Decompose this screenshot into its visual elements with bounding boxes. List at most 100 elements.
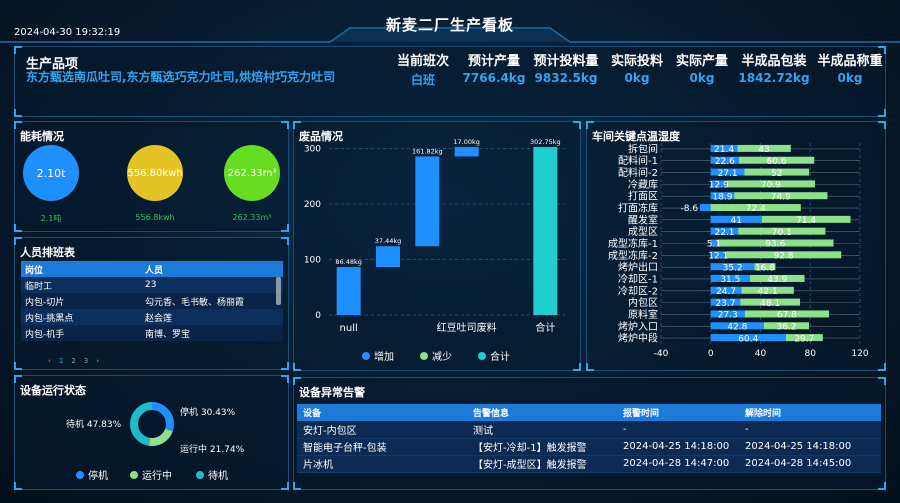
temperature-label: 12.9	[709, 181, 729, 191]
table-cell: 2024-04-25 14:18:00	[739, 438, 881, 456]
x-tick-label: null	[340, 323, 358, 334]
humidity-bar	[726, 180, 815, 188]
next-page-button[interactable]: ›	[96, 357, 100, 365]
legend-standby[interactable]: 待机	[196, 467, 228, 482]
temperature-bar	[710, 192, 735, 200]
kpi-value: 0kg	[689, 71, 715, 85]
humidity-label: 71.4	[796, 216, 816, 226]
temperature-label: 18.9	[712, 192, 732, 202]
page-title: 新麦二厂生产看板	[385, 16, 514, 34]
legend-running[interactable]: 运行中	[130, 467, 172, 482]
legend-stopped[interactable]: 停机	[76, 467, 108, 482]
temperature-bar	[710, 156, 739, 164]
temperature-label: 22.6	[715, 157, 735, 167]
kpi-label: 实际产量	[675, 54, 728, 69]
x-tick-label: 80	[805, 349, 817, 359]
kpi-shift: 当前班次 白班	[392, 50, 454, 88]
table-cell: 安灯-内包区	[297, 421, 467, 439]
temp-title: 车间关键点温湿度	[592, 130, 680, 143]
humidity-bar	[737, 144, 791, 152]
temperature-label: 5.1	[707, 240, 721, 250]
table-cell: 内包-机手	[21, 325, 141, 341]
kpi-actual-feed: 实际投料 0kg	[605, 50, 669, 85]
humidity-label: 52	[771, 169, 782, 179]
y-tick-label: 成型区	[628, 225, 658, 238]
kpi-value: 0kg	[837, 71, 863, 85]
humidity-bar	[738, 227, 826, 235]
product-value: 东方甄选南瓜吐司,东方甄选巧克力吐司,烘焙村巧克力吐司	[26, 70, 336, 84]
humidity-bar	[754, 263, 776, 271]
humidity-label: 74.9	[771, 192, 791, 202]
waterfall-bar	[376, 246, 400, 268]
y-tick-label: 冷藏库	[628, 178, 658, 191]
datetime: 2024-04-30 19:32:19	[14, 27, 121, 38]
table-cell: 测试	[467, 421, 617, 439]
kpi-value: 白班	[410, 73, 435, 87]
humidity-label: 48.1	[760, 299, 780, 309]
table-scrollbar[interactable]	[276, 277, 281, 305]
alarm-title: 设备异常告警	[299, 386, 365, 399]
temperature-label: 35.2	[723, 263, 743, 273]
y-tick-label: 拆包间	[628, 142, 658, 155]
water-usage-circle: 2.10t	[23, 145, 79, 201]
kpi-value: 7766.4kg	[462, 71, 526, 85]
temperature-bar	[710, 227, 739, 235]
page-3-button[interactable]: 3	[83, 357, 89, 365]
legend-swatch	[76, 470, 84, 479]
y-tick-label: 配料间-1	[618, 154, 658, 167]
temperature-label: 24.7	[716, 287, 736, 297]
y-tick-label: 100	[304, 256, 321, 266]
y-tick-label: 内包区	[628, 296, 658, 309]
humidity-label: 42.1	[758, 287, 778, 297]
legend-swatch	[362, 351, 370, 360]
temperature-bar	[710, 322, 764, 330]
temperature-label: 60.4	[738, 334, 758, 344]
equipment-panel: 设备运行状态	[14, 375, 289, 490]
table-row: 临时工 23	[21, 277, 283, 293]
waterfall-bar	[454, 147, 479, 157]
table-row: 智能电子台秤-包装 【安灯-冷却-1】触发报警 2024-04-25 14:18:0…	[297, 438, 881, 456]
table-cell: 2024-04-28 14:47:00	[617, 455, 739, 473]
table-cell: 内包-挑黑点	[21, 309, 141, 325]
humidity-label: 36.2	[776, 322, 796, 332]
kpi-value: 9832.5kg	[534, 71, 598, 85]
prev-page-button[interactable]: ‹	[48, 357, 51, 365]
temperature-label: 42.8	[727, 322, 747, 332]
humidity-label: 43.9	[767, 275, 787, 285]
data-label: 17.00kg	[453, 138, 480, 146]
temperature-label: 21.4	[714, 145, 734, 155]
kpi-expected-output: 预计产量 7766.4kg	[460, 50, 528, 85]
legend-swatch	[130, 470, 138, 479]
legend-decrease[interactable]: 减少	[420, 348, 452, 363]
electricity-usage-sub: 556.8kwh	[135, 213, 175, 222]
table-cell: 勾元香、毛书敏、杨丽霞	[141, 293, 283, 309]
gas-usage-sub: 262.33m³	[232, 213, 272, 222]
page-1-button[interactable]: 1	[58, 357, 64, 365]
humidity-label: 93.6	[765, 240, 785, 250]
data-label: 161.82kg	[412, 147, 443, 155]
kpi-expected-feed: 预计投料量 9832.5kg	[528, 50, 604, 85]
x-tick-label: 0	[708, 349, 714, 359]
energy-title: 能耗情况	[20, 130, 64, 143]
legend-total[interactable]: 合计	[478, 348, 510, 363]
humidity-bar	[741, 286, 794, 294]
y-tick-label: 成型冻库-2	[608, 249, 658, 262]
temperature-bar	[710, 251, 726, 259]
page-2-button[interactable]: 2	[71, 357, 76, 365]
table-cell: 赵会莲	[141, 309, 283, 325]
table-cell: -	[739, 421, 881, 439]
column-header: 告警信息	[467, 404, 617, 421]
humidity-bar	[744, 310, 830, 318]
legend-increase[interactable]: 增加	[362, 348, 394, 363]
humidity-bar	[738, 156, 815, 164]
table-cell: 内包-切片	[21, 293, 141, 309]
data-label: 86.48kg	[335, 258, 362, 266]
x-tick-label: -40	[654, 349, 669, 359]
column-header: 设备	[297, 404, 467, 421]
humidity-bar	[785, 334, 823, 342]
humidity-bar	[744, 168, 810, 176]
temperature-label: 41	[731, 216, 742, 226]
temperature-bar	[710, 180, 727, 188]
kpi-semi-pack: 半成品包装 1842.72kg	[734, 50, 814, 85]
table-cell: 【安灯-冷却-1】触发报警	[467, 438, 617, 456]
